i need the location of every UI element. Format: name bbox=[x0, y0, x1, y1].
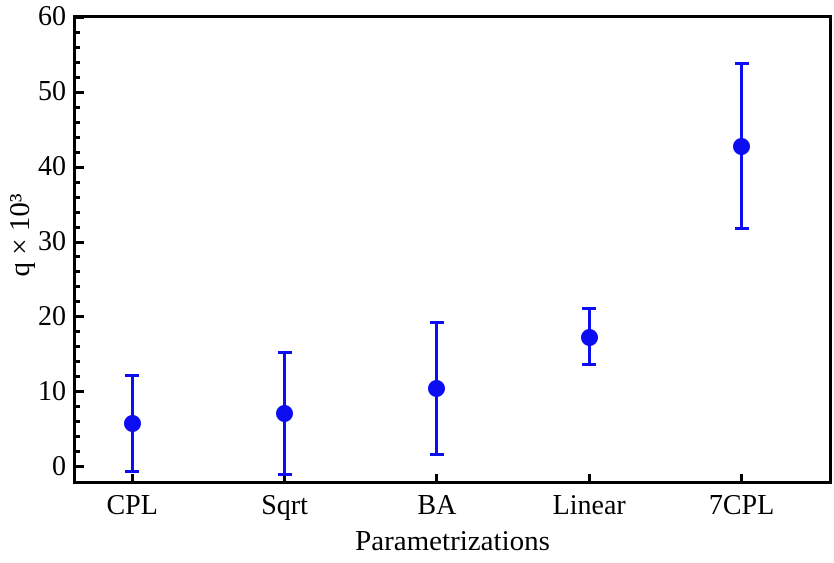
y-tick-label: 20 bbox=[38, 300, 66, 332]
y-tick-minor bbox=[76, 180, 80, 184]
y-tick-minor bbox=[76, 450, 80, 454]
y-tick-minor bbox=[76, 135, 80, 139]
y-tick-major bbox=[76, 90, 84, 94]
x-tick bbox=[587, 474, 591, 481]
error-bar-cap-top bbox=[125, 373, 140, 377]
y-tick-minor bbox=[76, 300, 80, 304]
y-tick-minor bbox=[76, 105, 80, 109]
y-tick-minor bbox=[76, 45, 80, 49]
y-tick-minor bbox=[76, 150, 80, 154]
y-tick-minor bbox=[76, 120, 80, 124]
error-bar-cap-bottom bbox=[125, 469, 140, 473]
error-bar-cap-top bbox=[582, 307, 597, 311]
x-category-label: Linear bbox=[552, 490, 626, 521]
y-tick-minor bbox=[76, 405, 80, 409]
error-bar-cap-bottom bbox=[582, 363, 597, 367]
y-tick-major bbox=[76, 390, 84, 394]
x-axis-title: Parametrizations bbox=[355, 525, 550, 557]
error-bar-cap-bottom bbox=[429, 452, 444, 456]
y-tick-minor bbox=[76, 195, 80, 199]
y-tick-minor bbox=[76, 330, 80, 334]
y-tick-label: 30 bbox=[38, 226, 66, 257]
data-point bbox=[428, 380, 446, 398]
x-category-label: 7CPL bbox=[708, 490, 775, 521]
error-bar-cap-bottom bbox=[734, 227, 749, 231]
y-tick-minor bbox=[76, 285, 80, 289]
y-tick-label: 60 bbox=[38, 1, 66, 33]
y-tick-minor bbox=[76, 60, 80, 64]
x-tick bbox=[283, 474, 287, 481]
y-tick-label: 0 bbox=[52, 450, 66, 482]
plot-frame bbox=[73, 15, 832, 484]
x-category-label: Sqrt bbox=[261, 490, 308, 521]
y-tick-minor bbox=[76, 375, 80, 379]
y-tick-minor bbox=[76, 210, 80, 214]
y-tick-minor bbox=[76, 30, 80, 34]
y-tick-major bbox=[76, 240, 84, 244]
y-tick-major bbox=[76, 15, 84, 19]
x-tick bbox=[130, 474, 134, 481]
y-tick-minor bbox=[76, 360, 80, 364]
y-tick-major bbox=[76, 315, 84, 319]
data-point bbox=[580, 329, 598, 347]
error-bar-cap-bottom bbox=[277, 472, 292, 476]
x-tick bbox=[435, 474, 439, 481]
x-tick bbox=[740, 474, 744, 481]
y-tick-minor bbox=[76, 225, 80, 229]
error-bar-cap-top bbox=[429, 321, 444, 325]
y-tick-minor bbox=[76, 75, 80, 79]
y-tick-major bbox=[76, 465, 84, 469]
y-tick-minor bbox=[76, 345, 80, 349]
y-tick-minor bbox=[76, 420, 80, 424]
y-tick-major bbox=[76, 165, 84, 169]
data-point bbox=[276, 405, 294, 423]
x-category-label: BA bbox=[417, 490, 457, 521]
error-bar-cap-top bbox=[277, 351, 292, 355]
y-tick-minor bbox=[76, 435, 80, 439]
y-tick-label: 40 bbox=[38, 151, 66, 183]
error-bar-cap-top bbox=[734, 62, 749, 66]
x-category-label: CPL bbox=[106, 490, 158, 521]
y-tick-minor bbox=[76, 255, 80, 259]
y-tick-label: 10 bbox=[38, 375, 66, 407]
y-tick-label: 50 bbox=[38, 76, 66, 108]
data-point bbox=[123, 414, 141, 432]
data-point bbox=[733, 137, 751, 155]
y-tick-minor bbox=[76, 270, 80, 274]
